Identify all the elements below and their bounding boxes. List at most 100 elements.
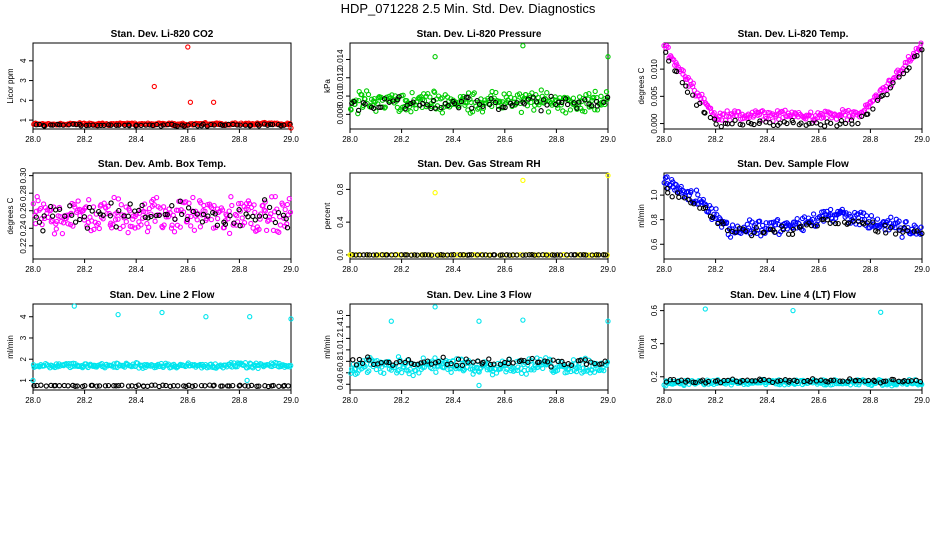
data-point: [858, 209, 864, 215]
chart-title: Stan. Dev. Li-820 Temp.: [738, 29, 849, 40]
data-point: [782, 107, 788, 113]
data-point: [263, 227, 270, 234]
data-point: [256, 383, 262, 389]
data-point: [221, 224, 227, 231]
x-tick-label: 28.4: [128, 396, 144, 405]
data-point: [175, 207, 181, 214]
data-point: [605, 318, 611, 324]
data-point: [551, 252, 558, 258]
data-point: [821, 123, 828, 129]
data-point: [202, 383, 208, 389]
data-point: [94, 383, 100, 389]
data-point: [780, 226, 786, 233]
x-tick-label: 28.6: [497, 396, 513, 405]
data-point: [381, 252, 388, 258]
y-tick-label: 1: [19, 117, 28, 122]
x-tick-label: 29.0: [914, 135, 930, 144]
data-point: [497, 252, 504, 258]
data-point: [229, 202, 235, 209]
data-point: [531, 107, 537, 113]
y-tick-label: 0.30: [19, 167, 28, 183]
data-point: [381, 370, 387, 376]
data-point: [528, 99, 534, 106]
data-point: [396, 367, 402, 373]
data-point: [602, 358, 608, 364]
x-tick-label: 28.4: [445, 265, 461, 274]
data-point: [390, 98, 396, 104]
data-point: [390, 362, 396, 368]
data-point: [439, 95, 445, 101]
data-point: [520, 252, 526, 258]
data-point: [242, 383, 248, 389]
data-point: [665, 190, 671, 196]
data-point: [432, 105, 438, 111]
data-point: [526, 252, 533, 258]
data-point: [691, 87, 698, 94]
data-point: [540, 97, 547, 103]
data-point: [362, 101, 368, 107]
data-point: [790, 307, 796, 314]
data-point: [589, 103, 595, 109]
data-point: [179, 211, 185, 218]
y-tick-label: 0.26: [19, 202, 28, 218]
data-point: [281, 122, 287, 128]
data-points: [31, 44, 294, 131]
x-tick-label: 29.0: [600, 135, 616, 144]
data-point: [210, 225, 217, 231]
data-point: [431, 89, 438, 95]
data-point: [603, 89, 610, 95]
data-point: [286, 196, 292, 202]
data-point: [733, 229, 739, 235]
data-point: [503, 369, 509, 375]
data-point: [855, 120, 861, 127]
data-point: [703, 380, 709, 386]
data-point: [177, 198, 183, 204]
data-point: [89, 208, 95, 214]
data-point: [864, 220, 870, 226]
data-point: [518, 370, 525, 377]
data-point: [203, 314, 209, 320]
data-point: [264, 122, 271, 128]
data-point: [100, 216, 106, 222]
data-point: [580, 365, 586, 371]
data-point: [518, 109, 525, 116]
data-point: [784, 120, 790, 127]
data-point: [580, 252, 587, 258]
data-point: [402, 359, 408, 366]
data-point: [110, 221, 116, 228]
chart-title: Stan. Dev. Line 4 (LT) Flow: [730, 290, 856, 301]
data-point: [720, 221, 726, 227]
x-tick-label: 28.6: [811, 396, 827, 405]
data-point: [510, 360, 516, 366]
data-point: [676, 194, 682, 200]
chart-panel-4: Stan. Dev. Amb. Box Temp. 28.0 28.2 28.4 28.…: [6, 159, 299, 274]
data-point: [440, 354, 446, 360]
data-point: [791, 377, 797, 383]
data-point: [866, 104, 872, 110]
data-point: [248, 382, 255, 389]
y-tick-label: 0.6: [336, 367, 345, 379]
data-point: [143, 209, 149, 215]
data-point: [835, 220, 841, 227]
data-point: [113, 224, 119, 230]
data-point: [902, 59, 908, 66]
data-point: [146, 224, 152, 230]
x-tick-label: 28.8: [863, 265, 879, 274]
y-tick-label: 0.28: [19, 185, 28, 201]
data-point: [837, 378, 843, 384]
data-point: [547, 357, 554, 364]
data-point: [200, 211, 207, 218]
data-point: [474, 98, 480, 104]
data-point: [410, 99, 416, 105]
data-point: [830, 377, 837, 383]
data-point: [56, 206, 63, 212]
data-point: [191, 227, 198, 233]
data-point: [705, 378, 712, 385]
data-point: [105, 382, 112, 389]
y-tick-label: 0.22: [19, 238, 28, 254]
data-point: [902, 63, 908, 69]
plot-frame: [663, 172, 923, 260]
data-point: [448, 360, 454, 367]
data-point: [96, 383, 103, 389]
data-point: [514, 367, 521, 374]
